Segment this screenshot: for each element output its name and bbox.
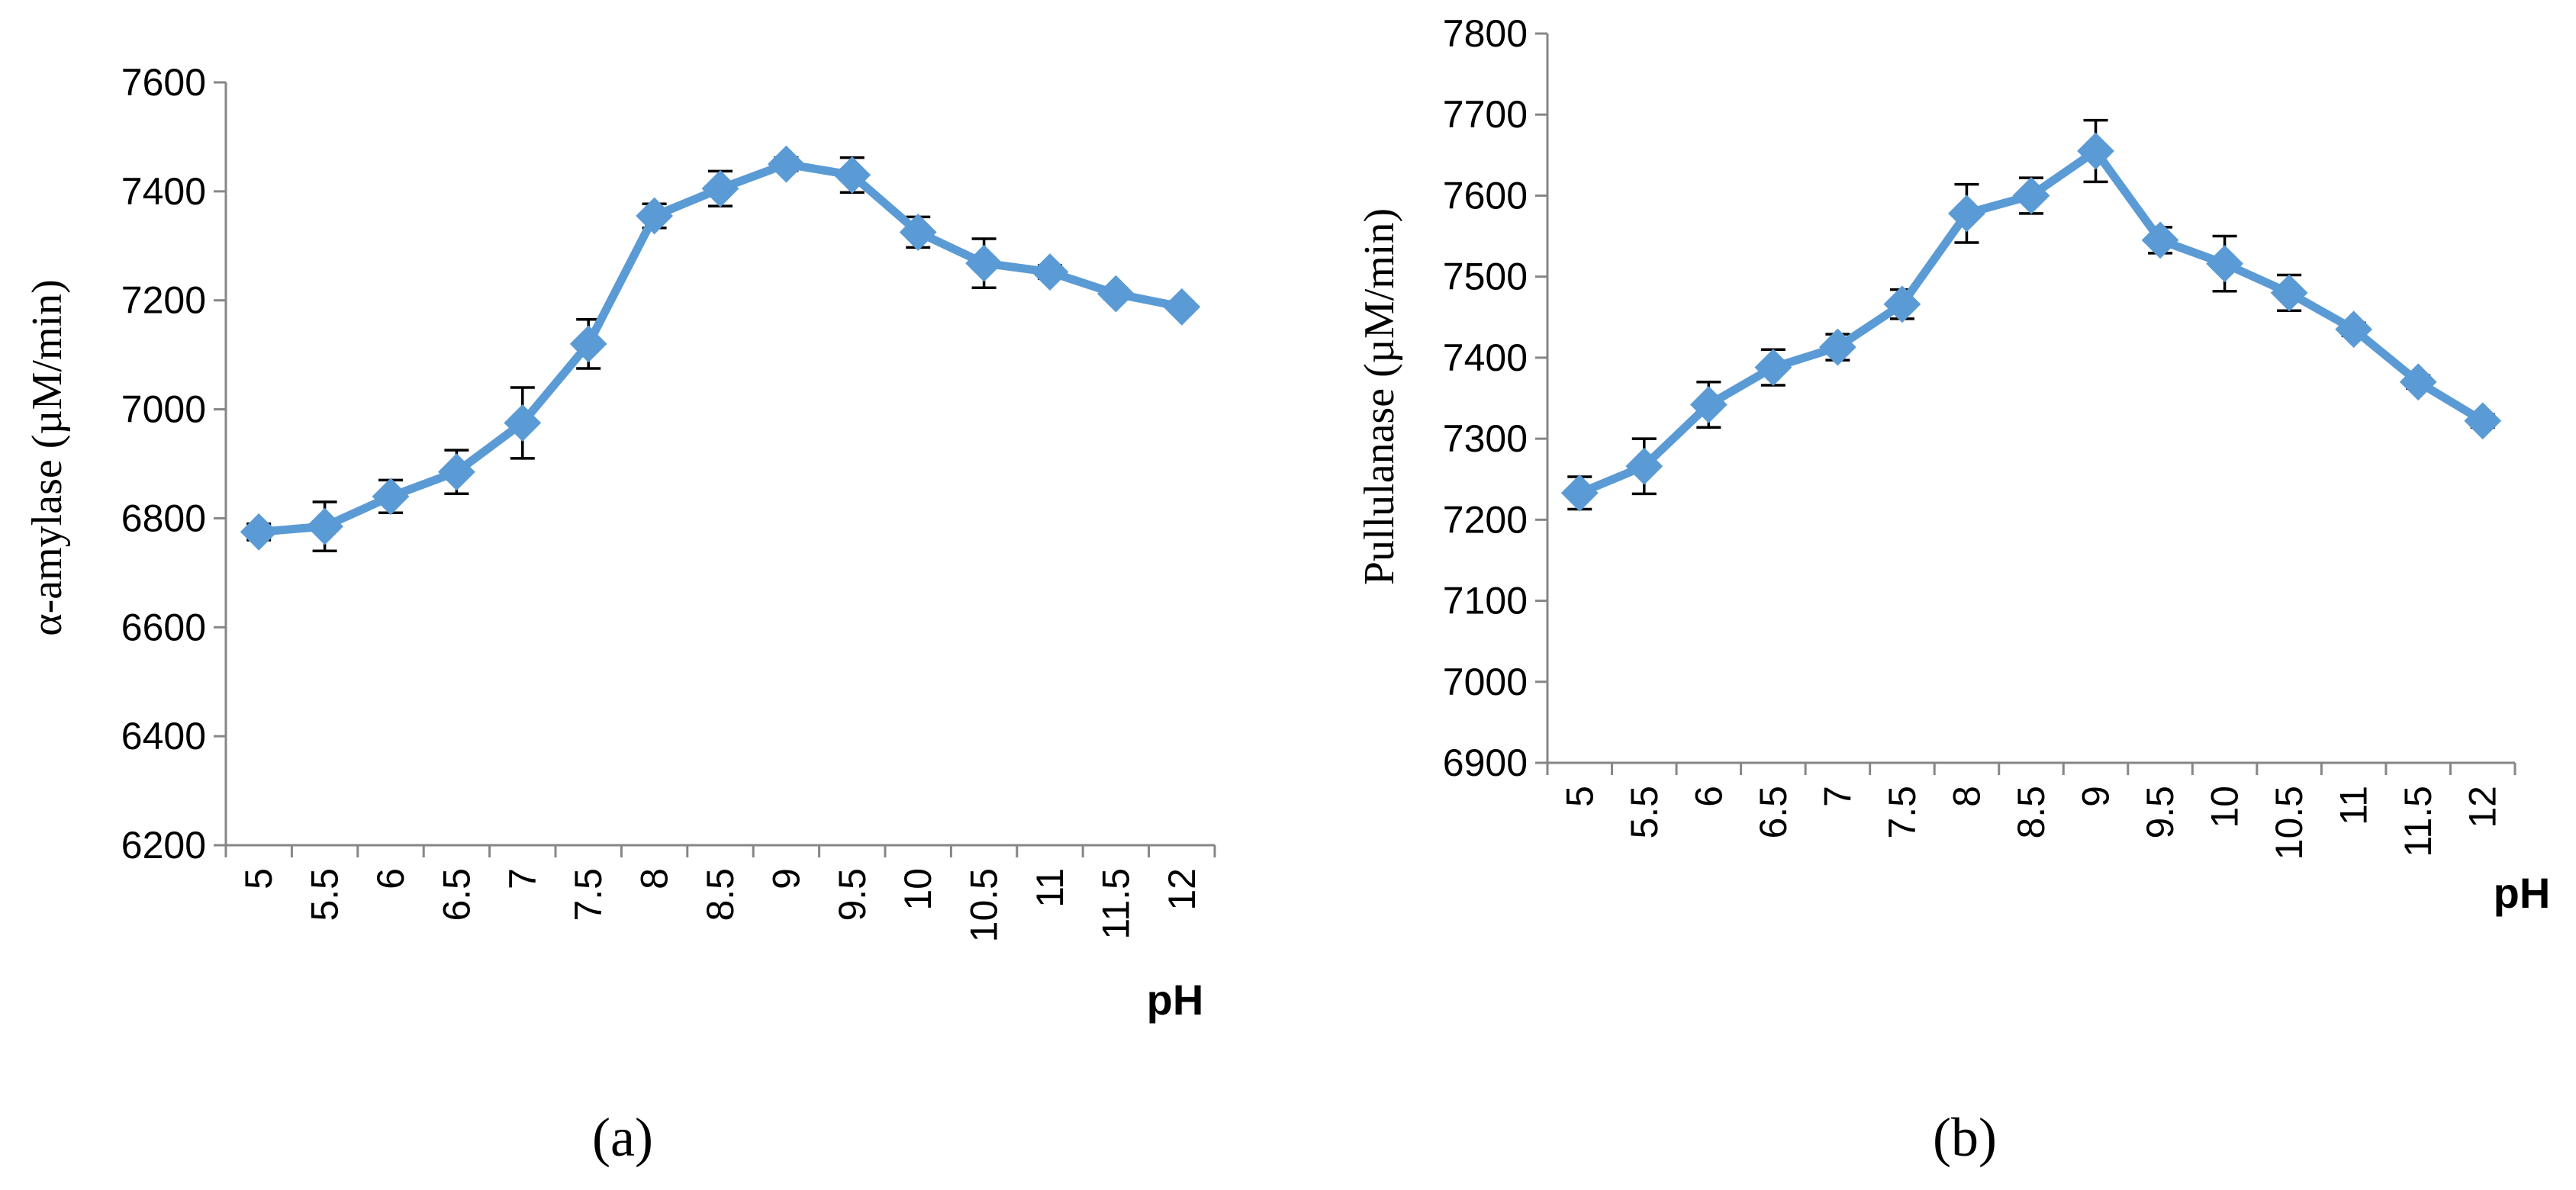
data-point <box>504 404 542 442</box>
data-point <box>1031 253 1069 291</box>
y-tick-label: 7200 <box>1443 498 1528 541</box>
y-tick-label: 7000 <box>121 388 206 431</box>
data-point <box>2141 221 2179 259</box>
x-tick-label: 8.5 <box>699 868 742 921</box>
data-point <box>1754 349 1792 387</box>
x-tick-label: 9.5 <box>831 868 874 921</box>
y-tick-label: 6400 <box>121 715 206 757</box>
data-point <box>1818 328 1856 366</box>
data-point <box>569 325 607 363</box>
x-tick-label: 7 <box>501 868 544 889</box>
x-tick-label: 7.5 <box>567 868 610 921</box>
y-tick-label: 7300 <box>1443 417 1528 460</box>
data-point <box>1560 474 1599 512</box>
y-axis-label: Pullulanase (µM/min) <box>1356 208 1403 585</box>
x-tick-label: 10.5 <box>2268 786 2310 860</box>
x-tick-label: 5.5 <box>1623 786 1666 839</box>
data-point <box>437 453 475 491</box>
data-point <box>2206 245 2244 283</box>
y-tick-label: 7400 <box>1443 336 1528 379</box>
x-tick-label: 12 <box>1161 868 1203 911</box>
x-tick-label: 9 <box>765 868 807 889</box>
data-point <box>372 478 410 516</box>
data-point <box>306 507 344 545</box>
y-tick-label: 6800 <box>121 497 206 539</box>
x-tick-label: 5.5 <box>304 868 346 921</box>
data-point <box>1948 195 1985 233</box>
y-tick-label: 7200 <box>121 279 206 322</box>
x-tick-label: 6 <box>1687 786 1730 807</box>
x-tick-label: 5 <box>1558 786 1601 807</box>
data-point <box>2012 177 2050 214</box>
y-tick-label: 7600 <box>121 61 206 104</box>
data-point <box>701 169 739 207</box>
y-tick-label: 7000 <box>1443 661 1528 703</box>
x-tick-label: 6.5 <box>435 868 478 921</box>
data-point <box>1163 288 1201 326</box>
x-tick-label: 8.5 <box>2010 786 2053 839</box>
data-point <box>2270 274 2308 312</box>
data-point <box>2464 402 2502 440</box>
data-point <box>1096 275 1135 313</box>
y-tick-label: 6900 <box>1443 741 1528 784</box>
y-tick-label: 7500 <box>1443 256 1528 298</box>
y-tick-label: 7400 <box>121 170 206 213</box>
data-point <box>833 156 871 194</box>
data-point <box>1625 447 1663 485</box>
x-tick-label: 11.5 <box>1094 868 1137 940</box>
x-tick-label: 7 <box>1816 786 1859 807</box>
y-tick-label: 7600 <box>1443 174 1528 217</box>
x-tick-label: 9 <box>2075 786 2117 807</box>
data-point <box>1883 285 1921 323</box>
x-tick-label: 9.5 <box>2139 786 2182 839</box>
x-tick-label: 11 <box>2333 786 2375 825</box>
panel-label: (a) <box>592 1107 653 1168</box>
y-tick-label: 7100 <box>1443 580 1528 622</box>
x-tick-label: 12 <box>2462 786 2504 828</box>
y-tick-label: 7700 <box>1443 93 1528 136</box>
panel-label: (b) <box>1933 1107 1997 1168</box>
x-axis-label: pH <box>2494 869 2551 917</box>
x-tick-label: 8 <box>1945 786 1988 807</box>
x-tick-label: 11.5 <box>2397 786 2439 857</box>
chart-panel-b: Pullulanase (µM/min) pH (b) 6900 7000 7100… <box>1356 12 2550 1168</box>
x-tick-label: 10.5 <box>963 868 1006 942</box>
x-tick-label: 5 <box>237 868 280 889</box>
x-tick-label: 6 <box>369 868 412 889</box>
x-tick-label: 11 <box>1029 868 1071 908</box>
data-point <box>1689 386 1728 423</box>
x-tick-label: 6.5 <box>1752 786 1795 839</box>
x-tick-label: 10 <box>897 868 939 911</box>
data-point <box>899 214 937 251</box>
chart-panel-a: α-amylase (µM/min) pH (a) 62006400660068… <box>24 61 1216 1168</box>
x-tick-label: 10 <box>2204 786 2246 828</box>
x-tick-label: 8 <box>633 868 676 889</box>
y-axis-label: α-amylase (µM/min) <box>24 279 71 636</box>
y-tick-label: 7800 <box>1443 12 1528 55</box>
x-axis-label: pH <box>1147 976 1204 1024</box>
data-point <box>2399 363 2437 401</box>
y-tick-label: 6200 <box>121 824 206 867</box>
data-point <box>636 197 674 235</box>
data-point <box>965 244 1003 282</box>
data-point <box>240 513 278 551</box>
data-point <box>767 145 805 183</box>
data-point <box>2335 310 2373 349</box>
series-line <box>258 159 1183 536</box>
data-point <box>2077 132 2114 170</box>
x-tick-label: 7.5 <box>1881 786 1924 839</box>
y-tick-label: 6600 <box>121 606 206 648</box>
